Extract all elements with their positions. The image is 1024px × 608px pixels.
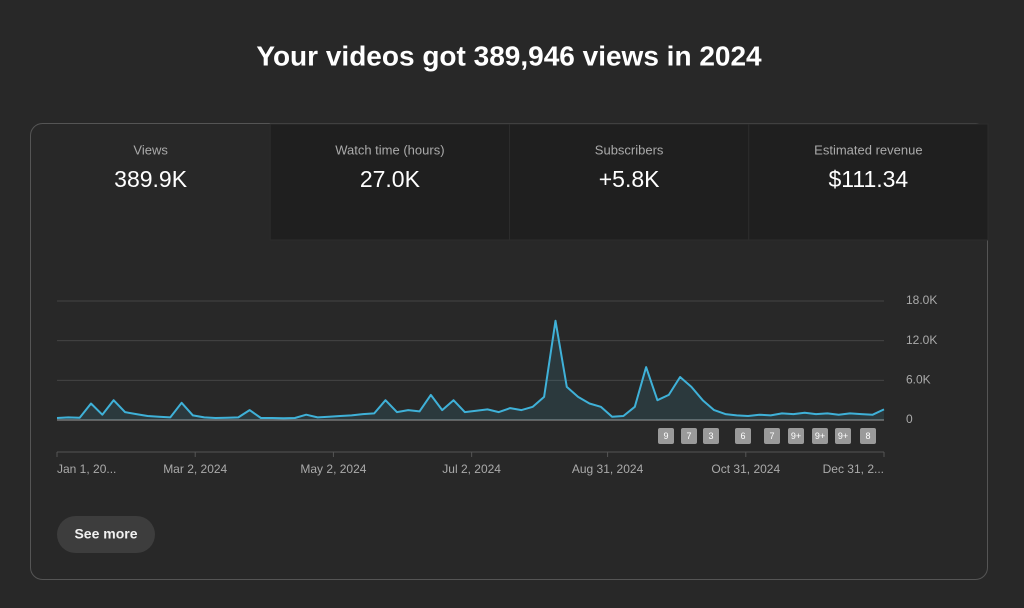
tab-label[interactable]: Watch time (hours) xyxy=(335,142,444,157)
tab-value[interactable]: $111.34 xyxy=(829,166,909,192)
y-tick-label: 0 xyxy=(906,412,913,426)
line-area xyxy=(57,320,884,420)
y-tick-label: 6.0K xyxy=(906,373,931,387)
tab-label[interactable]: Subscribers xyxy=(595,142,664,157)
see-more-label[interactable]: See more xyxy=(74,526,137,542)
tab-value[interactable]: 27.0K xyxy=(360,166,421,192)
tab[interactable] xyxy=(269,123,510,241)
upload-marker-label[interactable]: 7 xyxy=(686,431,691,441)
x-tick-label: Mar 2, 2024 xyxy=(163,462,227,476)
x-tick-label: Oct 31, 2024 xyxy=(711,462,780,476)
x-tick-label: Jul 2, 2024 xyxy=(442,462,501,476)
x-tick-label: May 2, 2024 xyxy=(300,462,366,476)
line xyxy=(56,319,885,420)
upload-marker-label[interactable]: 3 xyxy=(708,431,713,441)
y-tick-label: 12.0K xyxy=(906,333,937,347)
page-title: Your videos got 389,946 views in 2024 xyxy=(256,40,762,71)
upload-marker-label[interactable]: 6 xyxy=(740,431,745,441)
upload-marker-label[interactable]: 9+ xyxy=(838,431,848,441)
upload-marker[interactable] xyxy=(764,428,780,444)
upload-marker-label[interactable]: 7 xyxy=(769,431,774,441)
see-more-button[interactable] xyxy=(57,516,155,553)
tab[interactable] xyxy=(748,123,989,241)
tab[interactable] xyxy=(509,123,750,241)
tab-value[interactable]: 389.9K xyxy=(114,166,188,192)
upload-marker-label[interactable]: 9+ xyxy=(815,431,825,441)
tab-value[interactable]: +5.8K xyxy=(599,166,660,192)
upload-marker[interactable] xyxy=(860,428,876,444)
upload-marker[interactable] xyxy=(812,428,828,444)
upload-marker[interactable] xyxy=(658,428,674,444)
upload-marker-label[interactable]: 8 xyxy=(865,431,870,441)
x-tick-label: Jan 1, 20... xyxy=(57,462,116,476)
x-tick-label: Dec 31, 2... xyxy=(823,462,884,476)
upload-marker-label[interactable]: 9 xyxy=(663,431,668,441)
upload-marker[interactable] xyxy=(681,428,697,444)
upload-marker-label[interactable]: 9+ xyxy=(791,431,801,441)
x-tick-label: Aug 31, 2024 xyxy=(572,462,644,476)
upload-marker[interactable] xyxy=(788,428,804,444)
tab-label[interactable]: Estimated revenue xyxy=(814,142,922,157)
y-tick-label: 18.0K xyxy=(906,293,937,307)
upload-marker[interactable] xyxy=(835,428,851,444)
tab-label[interactable]: Views xyxy=(133,142,168,157)
upload-marker[interactable] xyxy=(703,428,719,444)
upload-marker[interactable] xyxy=(735,428,751,444)
